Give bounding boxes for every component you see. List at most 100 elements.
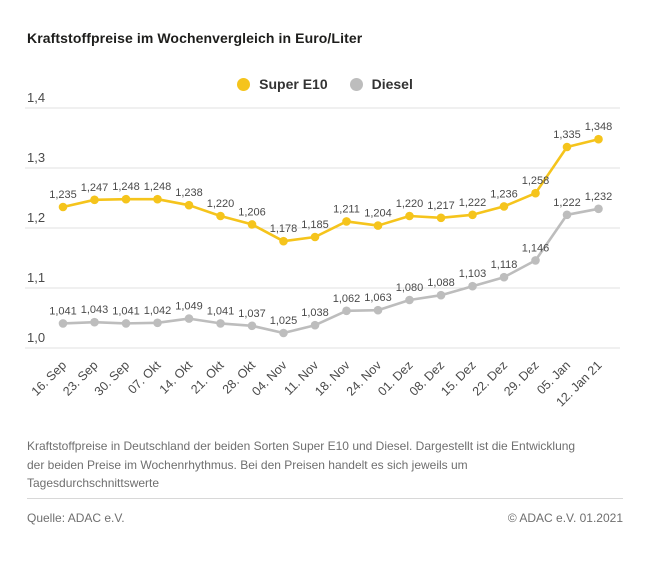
- data-point-super-e10: [310, 232, 320, 242]
- x-axis-tick-label: 30. Sep: [92, 358, 132, 398]
- chart-description: Kraftstoffpreise in Deutschland der beid…: [27, 439, 576, 491]
- data-point-diesel: [531, 256, 540, 265]
- x-axis-tick-label: 21. Okt: [188, 358, 227, 397]
- data-point-super-e10: [184, 200, 194, 210]
- data-point-diesel: [499, 272, 509, 282]
- data-point-super-e10: [531, 188, 540, 198]
- data-label-diesel: 1,232: [585, 191, 613, 203]
- data-point-super-e10: [121, 194, 131, 204]
- chart-title: Kraftstoffpreise im Wochenvergleich in E…: [27, 30, 363, 46]
- legend-item-diesel: Diesel: [349, 76, 413, 92]
- data-point-super-e10: [247, 220, 257, 229]
- data-point-super-e10: [153, 194, 162, 204]
- data-label-diesel: 1,041: [49, 305, 77, 317]
- data-point-diesel: [436, 290, 446, 300]
- data-point-super-e10: [468, 210, 477, 220]
- legend-item-super-e10: Super E10: [237, 76, 328, 92]
- diesel-dot-icon: [349, 77, 363, 91]
- data-label-super-e10: 1,204: [364, 208, 392, 220]
- y-axis-tick-label: 1,2: [27, 210, 45, 225]
- data-label-super-e10: 1,236: [490, 188, 518, 200]
- super-e10-dot-icon: [237, 77, 251, 91]
- data-label-diesel: 1,042: [144, 305, 172, 317]
- data-point-diesel: [247, 321, 257, 331]
- data-label-super-e10: 1,247: [81, 182, 109, 194]
- data-point-diesel: [468, 281, 477, 291]
- data-point-diesel: [216, 319, 225, 328]
- data-label-super-e10: 1,211: [333, 203, 360, 215]
- data-label-super-e10: 1,220: [396, 198, 424, 210]
- source-text: Quelle: ADAC e.V.: [27, 511, 125, 525]
- data-point-diesel: [121, 319, 131, 328]
- chart-legend: Super E10 Diesel: [0, 76, 650, 92]
- copyright-text: © ADAC e.V. 01.2021: [507, 511, 623, 525]
- data-point-super-e10: [405, 211, 414, 221]
- x-axis-tick-label: 14. Okt: [157, 358, 196, 397]
- data-label-diesel: 1,118: [491, 259, 518, 271]
- data-label-diesel: 1,025: [270, 315, 298, 327]
- data-label-diesel: 1,222: [553, 197, 581, 209]
- data-label-diesel: 1,062: [333, 293, 361, 305]
- data-point-super-e10: [58, 202, 68, 212]
- data-point-super-e10: [279, 236, 288, 246]
- series-line-super-e10: [61, 137, 600, 243]
- data-label-diesel: 1,063: [364, 292, 392, 304]
- x-axis-tick-label: 07. Okt: [125, 358, 164, 397]
- x-axis-tick-label: 04. Nov: [249, 358, 290, 399]
- data-label-diesel: 1,103: [459, 268, 487, 280]
- data-point-diesel: [58, 319, 68, 328]
- data-label-super-e10: 1,348: [585, 121, 613, 133]
- y-axis-tick-label: 1,1: [27, 270, 45, 285]
- data-point-super-e10: [216, 211, 225, 221]
- data-label-diesel: 1,038: [301, 307, 329, 319]
- data-label-diesel: 1,037: [238, 308, 266, 320]
- data-label-diesel: 1,146: [522, 242, 550, 254]
- data-label-super-e10: 1,206: [238, 206, 266, 218]
- data-label-super-e10: 1,185: [301, 219, 329, 231]
- data-label-super-e10: 1,238: [175, 187, 203, 199]
- data-label-super-e10: 1,222: [459, 197, 487, 209]
- data-point-diesel: [153, 318, 162, 328]
- data-label-diesel: 1,049: [175, 301, 203, 313]
- data-point-diesel: [90, 317, 99, 327]
- series-line-diesel: [61, 207, 600, 335]
- data-point-super-e10: [499, 202, 509, 211]
- y-axis-tick-label: 1,4: [27, 90, 45, 105]
- data-label-super-e10: 1,335: [553, 129, 581, 141]
- data-label-super-e10: 1,248: [112, 181, 140, 193]
- data-point-diesel: [279, 328, 288, 338]
- data-point-super-e10: [562, 142, 572, 152]
- y-axis-tick-label: 1,3: [27, 150, 45, 165]
- data-point-diesel: [184, 314, 194, 323]
- data-point-super-e10: [342, 217, 351, 226]
- data-point-super-e10: [90, 195, 99, 205]
- data-point-diesel: [342, 306, 351, 316]
- data-label-diesel: 1,043: [81, 304, 109, 316]
- footer: Quelle: ADAC e.V. © ADAC e.V. 01.2021: [27, 511, 623, 525]
- data-label-super-e10: 1,235: [49, 189, 77, 201]
- legend-label-super-e10: Super E10: [259, 76, 328, 92]
- data-label-diesel: 1,041: [207, 305, 235, 317]
- footer-divider: [27, 498, 623, 499]
- data-label-super-e10: 1,220: [207, 198, 235, 210]
- data-label-super-e10: 1,258: [522, 175, 550, 187]
- data-point-diesel: [562, 210, 572, 220]
- data-label-diesel: 1,080: [396, 282, 424, 294]
- data-point-diesel: [594, 204, 603, 214]
- data-label-diesel: 1,041: [112, 305, 140, 317]
- x-axis-tick-label: 29. Dez: [501, 358, 541, 398]
- data-point-diesel: [405, 295, 414, 305]
- legend-label-diesel: Diesel: [371, 76, 413, 92]
- data-point-diesel: [373, 305, 383, 315]
- data-label-super-e10: 1,248: [144, 181, 172, 193]
- data-point-super-e10: [436, 213, 446, 223]
- data-label-super-e10: 1,178: [270, 223, 298, 235]
- data-point-super-e10: [594, 134, 603, 144]
- data-point-super-e10: [373, 221, 383, 230]
- data-label-super-e10: 1,217: [427, 200, 455, 212]
- data-label-diesel: 1,088: [427, 277, 455, 289]
- data-point-diesel: [310, 320, 320, 330]
- y-axis-tick-label: 1,0: [27, 330, 45, 345]
